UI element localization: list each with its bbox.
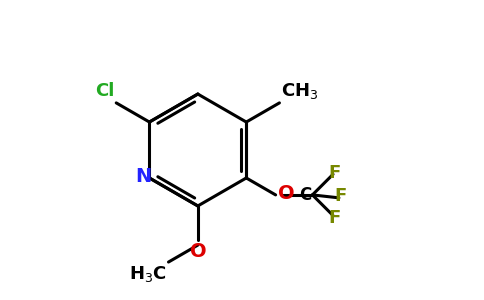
- Text: F: F: [329, 209, 341, 227]
- Text: Cl: Cl: [95, 82, 115, 100]
- Text: F: F: [334, 188, 347, 206]
- Text: O: O: [190, 242, 206, 261]
- Text: H$_3$C: H$_3$C: [129, 263, 167, 283]
- Text: F: F: [329, 164, 341, 182]
- Text: C: C: [299, 186, 311, 204]
- Text: CH$_3$: CH$_3$: [281, 81, 318, 101]
- Text: N: N: [135, 167, 151, 186]
- Text: O: O: [278, 184, 295, 203]
